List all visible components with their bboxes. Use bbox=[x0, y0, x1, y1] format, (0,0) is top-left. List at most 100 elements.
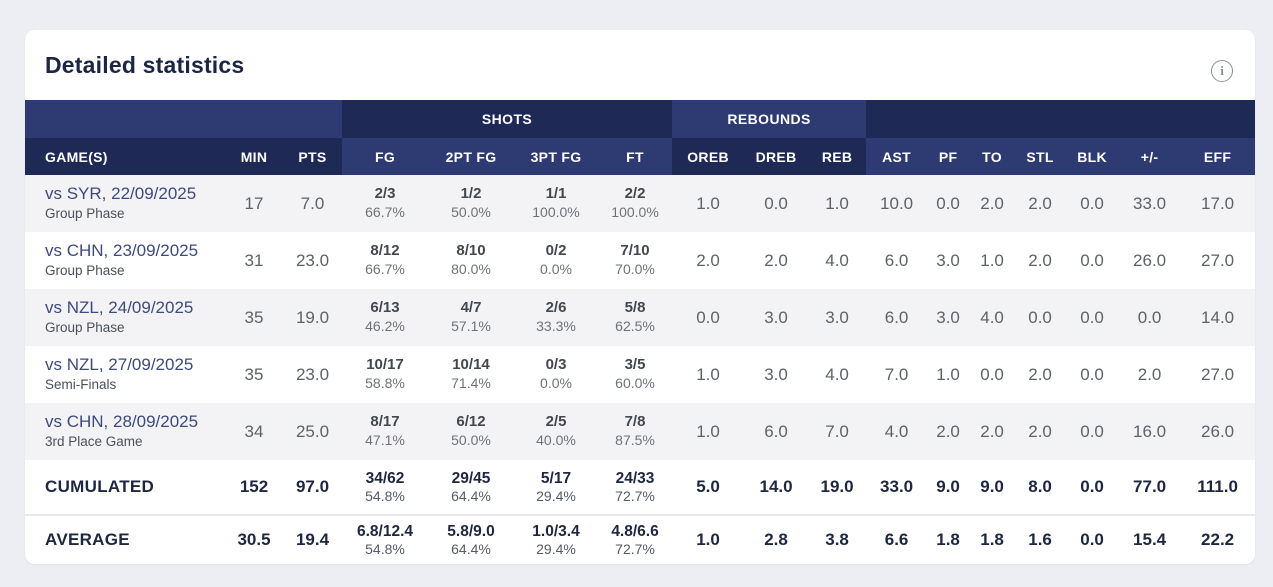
cell-oreb: 1.0 bbox=[672, 514, 745, 564]
cell-plusminus: 16.0 bbox=[1119, 403, 1181, 460]
cell-to: 1.8 bbox=[969, 514, 1016, 564]
ft-made-att: 4.8/6.6 bbox=[611, 522, 659, 540]
cell-blk: 0.0 bbox=[1065, 460, 1120, 515]
cumulated-label: CUMULATED bbox=[25, 460, 225, 515]
fg3-made-att: 2/5 bbox=[545, 413, 567, 431]
cell-ast: 33.0 bbox=[866, 460, 928, 515]
fg3-made-att: 2/6 bbox=[545, 299, 567, 317]
cell-eff: 22.2 bbox=[1180, 514, 1256, 564]
fg2-pct: 64.4% bbox=[451, 540, 491, 557]
cell-pts: 25.0 bbox=[283, 403, 342, 460]
cell-3ptfg: 5/17 29.4% bbox=[514, 460, 598, 515]
fg3-made-att: 0/2 bbox=[545, 242, 567, 260]
fg-pct: 66.7% bbox=[365, 261, 405, 278]
cell-oreb: 1.0 bbox=[672, 403, 745, 460]
game-cell: vs NZL, 24/09/2025 Group Phase bbox=[25, 289, 225, 346]
game-link[interactable]: vs CHN, 28/09/2025 bbox=[45, 412, 199, 432]
fg2-pct: 50.0% bbox=[451, 432, 491, 449]
game-link[interactable]: vs NZL, 24/09/2025 bbox=[45, 298, 194, 318]
average-label: AVERAGE bbox=[25, 514, 225, 564]
cell-blk: 0.0 bbox=[1065, 403, 1120, 460]
ft-pct: 72.7% bbox=[615, 487, 655, 504]
cell-min: 35 bbox=[225, 289, 283, 346]
cell-ast: 10.0 bbox=[866, 175, 928, 232]
group-header-rebounds: REBOUNDS bbox=[672, 100, 867, 138]
cell-2ptfg: 4/7 57.1% bbox=[428, 289, 514, 346]
fg-pct: 46.2% bbox=[365, 318, 405, 335]
ft-made-att: 7/8 bbox=[624, 413, 646, 431]
game-link[interactable]: vs CHN, 23/09/2025 bbox=[45, 241, 199, 261]
col-header-blk: BLK bbox=[1065, 138, 1120, 175]
cell-ast: 7.0 bbox=[884, 364, 909, 384]
cell-to: 0.0 bbox=[980, 364, 1004, 384]
game-cell: vs NZL, 27/09/2025 Semi-Finals bbox=[25, 346, 225, 403]
ft-pct: 72.7% bbox=[615, 540, 655, 557]
cell-stl: 2.0 bbox=[1028, 250, 1052, 270]
cell-3ptfg: 2/6 33.3% bbox=[514, 289, 598, 346]
fg-made-att: 2/3 bbox=[374, 185, 396, 203]
info-icon[interactable]: i bbox=[1211, 60, 1233, 82]
cell-blk: 0.0 bbox=[1065, 289, 1120, 346]
cell-3ptfg: 0/2 0.0% bbox=[514, 232, 598, 289]
fg2-made-att: 29/45 bbox=[451, 469, 491, 487]
cell-stl: 8.0 bbox=[1015, 460, 1066, 515]
cell-stl: 0.0 bbox=[1015, 289, 1066, 346]
cell-ast: 6.0 bbox=[866, 289, 928, 346]
cell-min: 30.5 bbox=[225, 514, 283, 564]
cell-fg: 6.8/12.4 54.8% bbox=[342, 514, 428, 564]
cell-dreb: 0.0 bbox=[744, 175, 809, 232]
col-header-reb: REB bbox=[808, 138, 867, 175]
cell-pf: 1.8 bbox=[927, 514, 970, 564]
cell-oreb: 1.0 bbox=[696, 364, 720, 384]
game-link[interactable]: vs SYR, 22/09/2025 bbox=[45, 184, 197, 204]
col-header-stl: STL bbox=[1015, 138, 1066, 175]
fg3-made-att: 0/3 bbox=[545, 356, 567, 374]
cell-dreb: 3.0 bbox=[764, 364, 788, 384]
column-header-row: GAME(S) MIN PTS FG 2PT FG 3PT FG FT OREB… bbox=[25, 138, 1256, 175]
stats-table: SHOTS REBOUNDS GAME(S) MIN PTS FG 2PT FG… bbox=[25, 100, 1256, 564]
cell-reb: 7.0 bbox=[808, 403, 867, 460]
cell-fg: 8/12 66.7% bbox=[342, 232, 428, 289]
page-title: Detailed statistics bbox=[45, 52, 245, 78]
cell-eff: 27.0 bbox=[1201, 364, 1235, 384]
ft-pct: 70.0% bbox=[615, 261, 655, 278]
cell-3ptfg: 1.0/3.4 29.4% bbox=[514, 514, 598, 564]
cell-plusminus: 15.4 bbox=[1119, 514, 1181, 564]
group-header-row: SHOTS REBOUNDS bbox=[25, 100, 1256, 138]
col-header-pf: PF bbox=[927, 138, 970, 175]
phase-label: Group Phase bbox=[45, 205, 125, 221]
cell-2ptfg: 6/12 50.0% bbox=[428, 403, 514, 460]
cell-blk: 0.0 bbox=[1080, 364, 1104, 384]
cell-2ptfg: 1/2 50.0% bbox=[428, 175, 514, 232]
cell-ft: 24/33 72.7% bbox=[598, 460, 673, 515]
cell-min: 152 bbox=[225, 460, 283, 515]
fg2-pct: 80.0% bbox=[451, 261, 491, 278]
fg2-pct: 50.0% bbox=[451, 204, 491, 221]
fg2-pct: 71.4% bbox=[451, 375, 491, 392]
cell-pf: 3.0 bbox=[927, 289, 970, 346]
fg-made-att: 8/17 bbox=[370, 413, 400, 431]
cell-2ptfg: 29/45 64.4% bbox=[428, 460, 514, 515]
col-header-fg: FG bbox=[342, 138, 428, 175]
table-row: vs NZL, 27/09/2025 Semi-Finals 35 23.0 1… bbox=[25, 346, 1255, 403]
fg-made-att: 6/13 bbox=[370, 299, 400, 317]
fg2-pct: 64.4% bbox=[451, 487, 491, 504]
game-link[interactable]: vs NZL, 27/09/2025 bbox=[45, 355, 194, 375]
cell-reb: 4.0 bbox=[825, 364, 849, 384]
ft-made-att: 2/2 bbox=[624, 185, 646, 203]
fg-made-att: 6.8/12.4 bbox=[356, 522, 414, 540]
fg-pct: 66.7% bbox=[365, 204, 405, 221]
cell-blk: 0.0 bbox=[1065, 175, 1120, 232]
col-header-min: MIN bbox=[225, 138, 283, 175]
phase-label: Group Phase bbox=[45, 262, 125, 278]
fg-pct: 47.1% bbox=[365, 432, 405, 449]
cumulated-row: CUMULATED 152 97.0 34/62 54.8% 29/45 64.4%… bbox=[25, 460, 1256, 515]
cell-pf: 1.0 bbox=[936, 364, 960, 384]
game-cell: vs CHN, 23/09/2025 Group Phase bbox=[25, 232, 225, 289]
cell-pf: 3.0 bbox=[936, 250, 960, 270]
cell-oreb: 1.0 bbox=[672, 175, 745, 232]
ft-pct: 87.5% bbox=[615, 432, 655, 449]
ft-made-att: 5/8 bbox=[624, 299, 646, 317]
fg2-pct: 57.1% bbox=[451, 318, 491, 335]
fg-made-att: 34/62 bbox=[365, 469, 405, 487]
